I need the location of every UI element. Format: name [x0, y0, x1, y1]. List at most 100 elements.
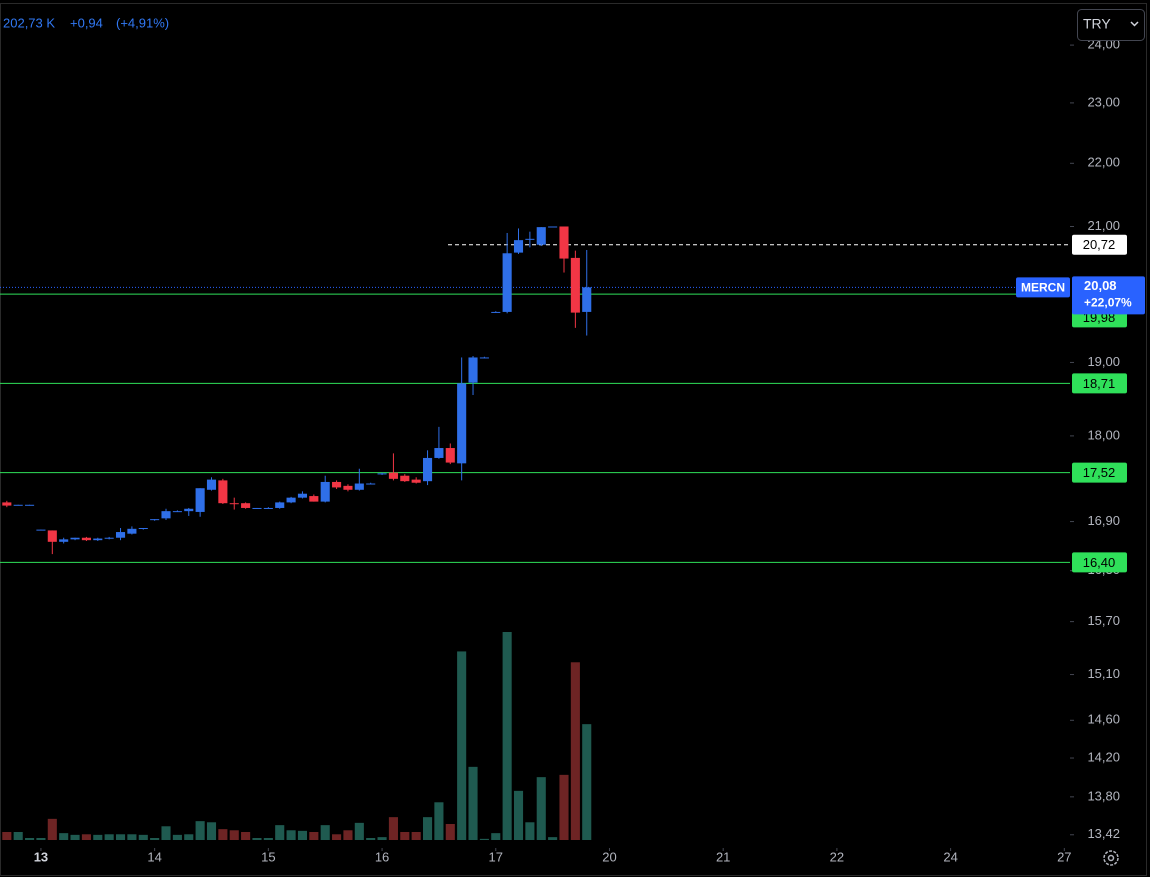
y-tick-label: 19,00	[1087, 354, 1120, 369]
volume-bar	[25, 838, 35, 840]
candle-body	[93, 538, 103, 541]
volume-bar	[218, 829, 228, 840]
volume-bar	[377, 837, 387, 840]
volume-bar	[286, 830, 296, 840]
y-tick-label: 15,70	[1087, 613, 1120, 628]
x-tick-label: 17	[489, 849, 503, 864]
volume-bar	[13, 832, 23, 840]
level-label: 20,72	[1083, 237, 1116, 252]
candle-body	[47, 530, 57, 542]
header-change-pct: (+4,91%)	[116, 15, 169, 30]
candle-body	[241, 503, 251, 508]
level-label-box	[1072, 462, 1127, 483]
volume-bar	[366, 838, 376, 840]
volume-bar	[2, 832, 12, 840]
candle-body	[320, 481, 330, 502]
volume-bar	[411, 832, 421, 840]
volume-bar	[81, 834, 91, 840]
candle-body	[195, 488, 205, 512]
candle-body	[138, 528, 148, 530]
candle-body	[479, 357, 489, 359]
volume-layer	[2, 632, 592, 840]
x-tick-label: 24	[943, 849, 957, 864]
y-tick-label: 22,00	[1087, 155, 1120, 170]
candle-body	[286, 497, 296, 503]
dropdown-box[interactable]	[1077, 9, 1145, 41]
candle-body	[457, 383, 467, 464]
candle-body	[343, 485, 353, 490]
candle-body	[445, 448, 455, 463]
volume-bar	[400, 832, 410, 840]
candle-body	[411, 479, 421, 483]
volume-bar	[206, 822, 217, 840]
candle-body	[366, 483, 376, 485]
volume-bar	[150, 838, 160, 840]
volume-bar	[422, 817, 433, 840]
candle-body	[70, 537, 80, 540]
header: 202,73 K +0,94 (+4,91%)	[3, 15, 169, 30]
candle-body	[59, 539, 69, 542]
volume-bar	[104, 834, 114, 840]
volume-bar	[491, 833, 501, 840]
symbol-box	[1016, 277, 1070, 298]
volume-bar	[172, 834, 182, 840]
candle-body	[252, 507, 262, 509]
volume-bar	[320, 825, 330, 840]
candle-body	[275, 502, 285, 508]
level-label-box	[1072, 373, 1127, 394]
dropdown-label[interactable]: TRY	[1083, 16, 1111, 32]
candle-body	[502, 253, 512, 312]
volume-bar	[332, 834, 342, 840]
volume-bar	[47, 818, 57, 840]
symbol-label: MERCN	[1021, 281, 1065, 295]
candle-body	[570, 257, 580, 313]
volume-bar	[525, 822, 535, 840]
candle-body	[582, 287, 592, 312]
candle-body	[13, 504, 23, 506]
volume-bar	[297, 830, 308, 840]
candle-body	[25, 504, 35, 506]
volume-bar	[468, 766, 478, 840]
volume-bar	[127, 834, 137, 840]
candle-body	[81, 537, 91, 541]
currency-dropdown[interactable]: TRY	[1077, 9, 1145, 41]
candle-body	[468, 357, 478, 383]
candle-body	[36, 529, 46, 531]
dropdown-chevron[interactable]	[1130, 21, 1139, 27]
y-tick-label: 23,00	[1087, 94, 1120, 109]
header-volume: 202,73 K	[3, 15, 55, 30]
volume-bar	[36, 838, 46, 840]
x-tick-label: 16	[375, 849, 389, 864]
volume-bar	[559, 774, 569, 840]
volume-bar	[309, 832, 319, 840]
last-price-label: 20,08	[1084, 278, 1117, 293]
candle-body	[548, 226, 558, 228]
volume-bar	[138, 834, 148, 840]
gear-outline[interactable]	[1103, 850, 1119, 866]
volume-bar	[570, 662, 580, 840]
x-tick-label: 22	[830, 849, 844, 864]
candle-body	[422, 457, 433, 482]
volume-bar	[548, 837, 558, 840]
volume-bar	[229, 830, 239, 840]
x-tick-label: 14	[147, 849, 161, 864]
volume-bar	[582, 724, 592, 840]
y-tick-label: 15,10	[1087, 666, 1120, 681]
candle-body	[218, 480, 228, 504]
candle-body	[559, 226, 569, 259]
volume-bar	[195, 821, 205, 840]
gear-center[interactable]	[1107, 854, 1115, 862]
volume-bar	[343, 830, 353, 840]
volume-bar	[445, 824, 455, 840]
level-label-box	[1072, 234, 1127, 255]
volume-bar	[241, 832, 251, 840]
y-tick-label: 14,60	[1087, 712, 1120, 727]
volume-bar	[70, 834, 80, 840]
candle-body	[229, 503, 239, 505]
settings-button[interactable]	[1103, 850, 1119, 866]
candle-body	[184, 508, 194, 512]
frame	[0, 3, 1147, 876]
candle-body	[525, 238, 535, 240]
